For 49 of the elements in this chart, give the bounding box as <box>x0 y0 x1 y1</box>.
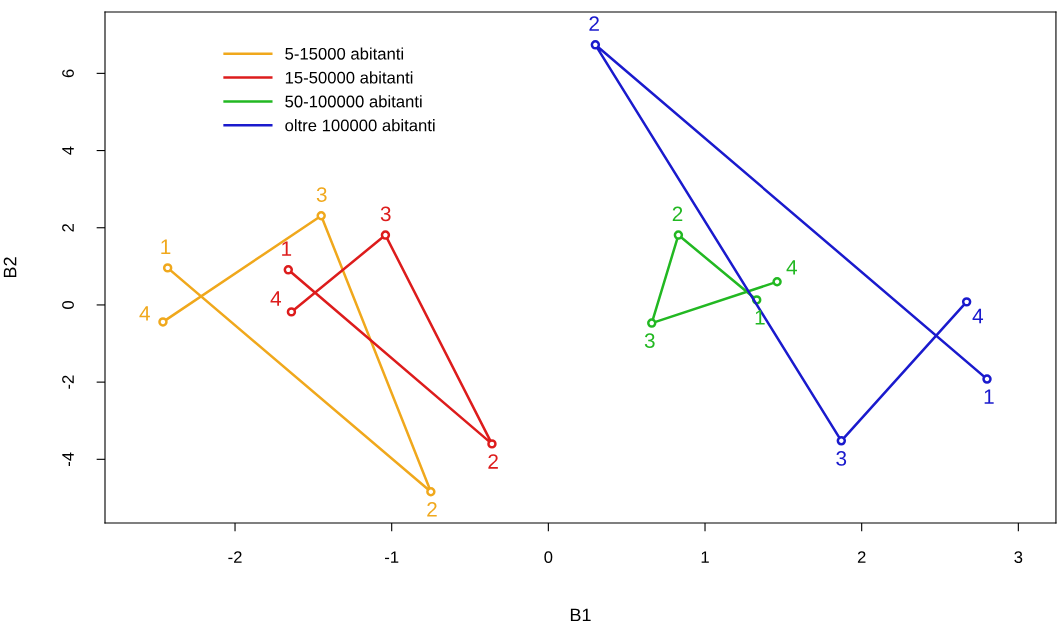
point <box>772 277 782 287</box>
annotation: 4 <box>270 291 282 306</box>
x-tick-label: 1 <box>701 551 709 563</box>
point <box>162 263 173 273</box>
annotation: 2 <box>672 206 683 222</box>
point <box>590 40 601 50</box>
x-tick-label: 3 <box>1014 551 1023 564</box>
x-tick-label: 0 <box>544 551 553 564</box>
annotation: 1 <box>755 310 765 325</box>
legend-label: 15-50000 abitanti <box>285 71 413 84</box>
point <box>380 230 391 240</box>
legend-label: 5-15000 abitanti <box>285 47 404 60</box>
annotation: 3 <box>316 187 327 202</box>
annotation: 4 <box>139 306 150 321</box>
x-tick-label: 2 <box>857 551 866 563</box>
point <box>961 297 972 307</box>
annotation: 3 <box>836 451 847 466</box>
y-tick-label: 0 <box>62 300 74 309</box>
point <box>982 374 992 384</box>
legend-label: oltre 100000 abitanti <box>285 119 435 132</box>
annotation: 2 <box>488 454 498 469</box>
annotation: 1 <box>984 389 994 404</box>
annotation: 3 <box>644 333 655 349</box>
legend-label: 50-100000 abitanti <box>285 95 422 108</box>
point <box>283 265 294 275</box>
point <box>286 307 297 317</box>
point <box>487 439 497 449</box>
annotation: 2 <box>589 16 599 31</box>
y-axis-title: B2 <box>3 257 17 278</box>
point <box>836 436 847 446</box>
annotation: 3 <box>380 206 391 222</box>
x-axis-title: B1 <box>570 608 591 622</box>
annotation: 4 <box>972 308 984 324</box>
y-tick-label: -2 <box>62 375 74 389</box>
x-tick-label: -1 <box>385 551 399 563</box>
y-tick-label: -4 <box>62 452 74 466</box>
point <box>426 487 436 497</box>
y-tick-label: 2 <box>62 223 74 232</box>
y-tick-label: 6 <box>62 69 74 78</box>
annotation: 2 <box>427 501 437 517</box>
annotation: 1 <box>282 241 292 256</box>
x-tick-label: -2 <box>228 551 242 563</box>
y-tick-label: 4 <box>62 146 74 155</box>
point <box>673 230 684 240</box>
annotation: 4 <box>786 260 798 275</box>
point <box>316 211 326 221</box>
point <box>647 318 657 328</box>
point <box>158 317 168 327</box>
annotation: 1 <box>161 239 171 254</box>
